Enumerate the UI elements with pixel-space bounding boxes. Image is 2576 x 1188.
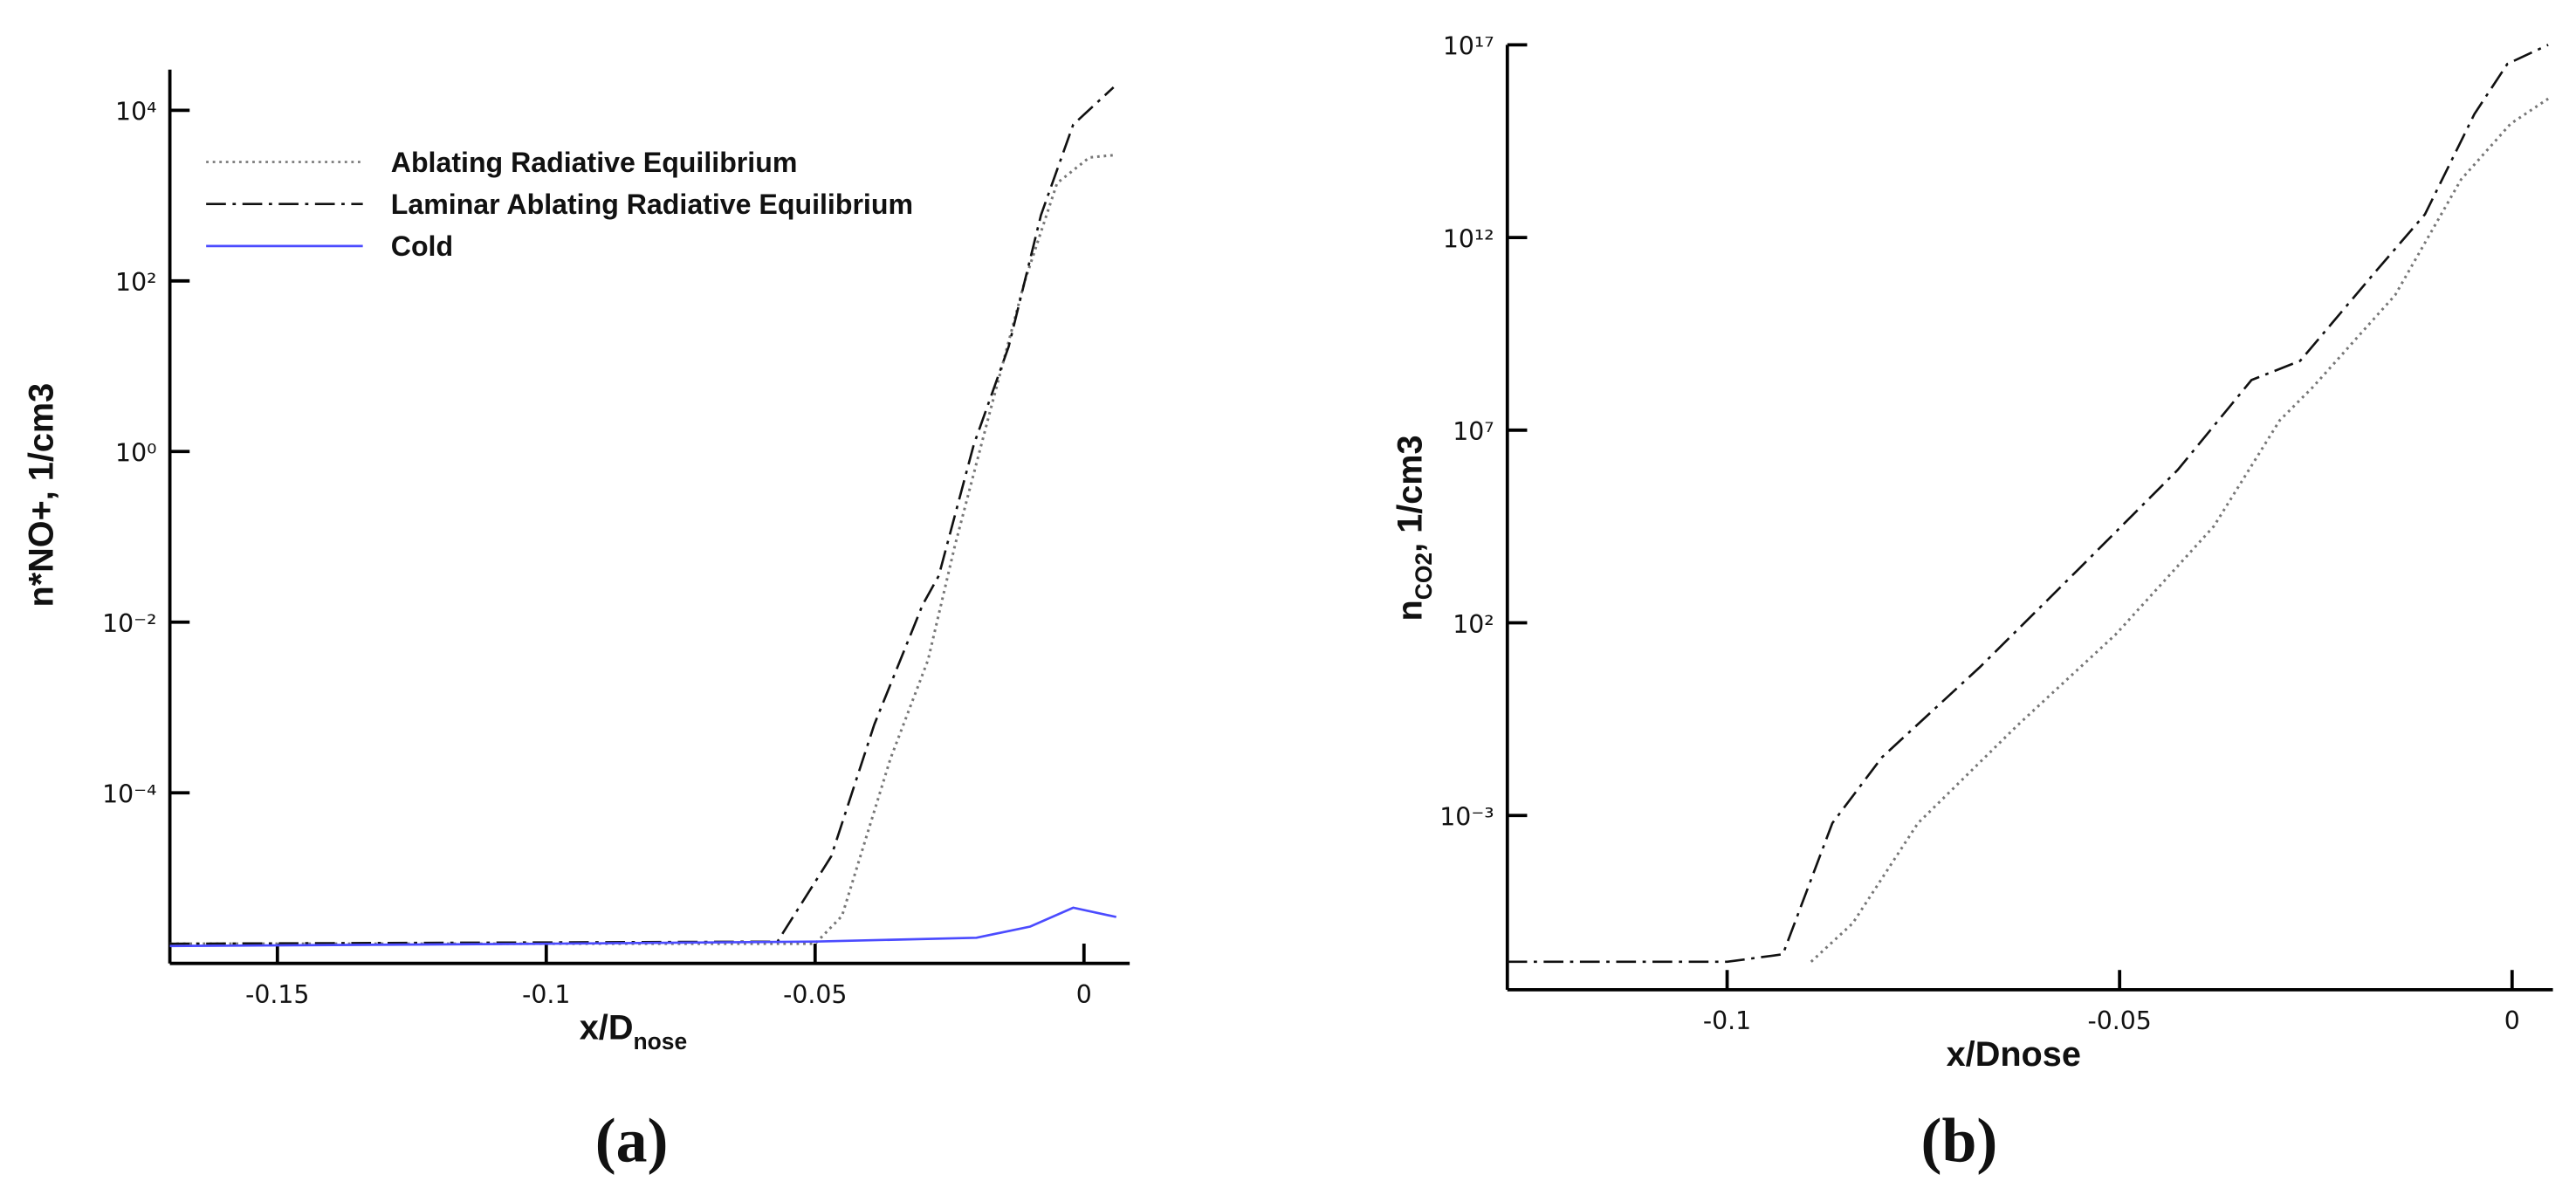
x-tick-label: -0.05 <box>783 980 847 1009</box>
x-axis-label: x/Dnose <box>1947 1035 2081 1074</box>
panel: -0.15 -0.1 -0.05 010⁻⁴10⁻²10⁰10²10⁴x/Dnosen… <box>22 69 1130 1054</box>
y-tick-label: 10⁻⁴ <box>102 780 156 809</box>
x-tick-label: -0.15 <box>245 980 309 1009</box>
series-line <box>169 86 1115 945</box>
x-axis-label: x/Dnose <box>580 1009 687 1054</box>
x-axis-label-text: x/Dnose <box>1947 1035 2081 1074</box>
legend-label: Cold <box>391 230 453 262</box>
legend-label: Laminar Ablating Radiative Equilibrium <box>391 189 913 220</box>
series-line <box>169 153 1116 945</box>
x-tick-label: -0.1 <box>522 980 570 1009</box>
y-tick-label: 10¹² <box>1443 224 1494 253</box>
y-tick-label: 10⁻² <box>102 609 156 638</box>
series-line <box>169 906 1117 948</box>
x-axis-label-text: x/D <box>580 1009 634 1047</box>
x-axis-label-subscript: nose <box>633 1028 687 1054</box>
caption: (b) <box>1921 1105 1998 1175</box>
y-axis-label: nCO2, 1/cm3 <box>1391 435 1437 621</box>
x-tick-label: 0 <box>1076 980 1092 1009</box>
caption: (a) <box>595 1105 669 1175</box>
legend-label: Ablating Radiative Equilibrium <box>391 147 798 178</box>
y-tick-label: 10² <box>115 268 156 297</box>
x-tick-label: -0.1 <box>1703 1006 1751 1035</box>
y-tick-label: 10⁴ <box>115 98 156 127</box>
y-axis-label: n*NO+, 1/cm3 <box>22 383 60 608</box>
y-axis-label-after: , 1/cm3 <box>1391 435 1430 552</box>
x-tick-label: 0 <box>2504 1006 2520 1035</box>
y-tick-label: 10⁷ <box>1453 417 1494 446</box>
y-axis-label-subscript: CO2 <box>1411 553 1437 600</box>
panel: -0.1 -0.05 0 10⁻³ 10² 10⁷ 10¹² 10¹⁷ x/Dnose nCO2,… <box>1391 32 2553 1074</box>
y-axis-label-text: n <box>1391 600 1430 621</box>
y-axis-label-text: n*NO+, 1/cm3 <box>22 383 60 608</box>
x-tick-label: -0.05 <box>2088 1006 2152 1035</box>
y-tick-label: 10⁰ <box>115 439 156 468</box>
series-line <box>1507 44 2549 964</box>
y-tick-label: 10⁻³ <box>1439 803 1494 832</box>
series-line <box>1810 97 2549 963</box>
y-tick-label: 10¹⁷ <box>1443 32 1494 61</box>
y-tick-label: 10² <box>1453 610 1494 639</box>
